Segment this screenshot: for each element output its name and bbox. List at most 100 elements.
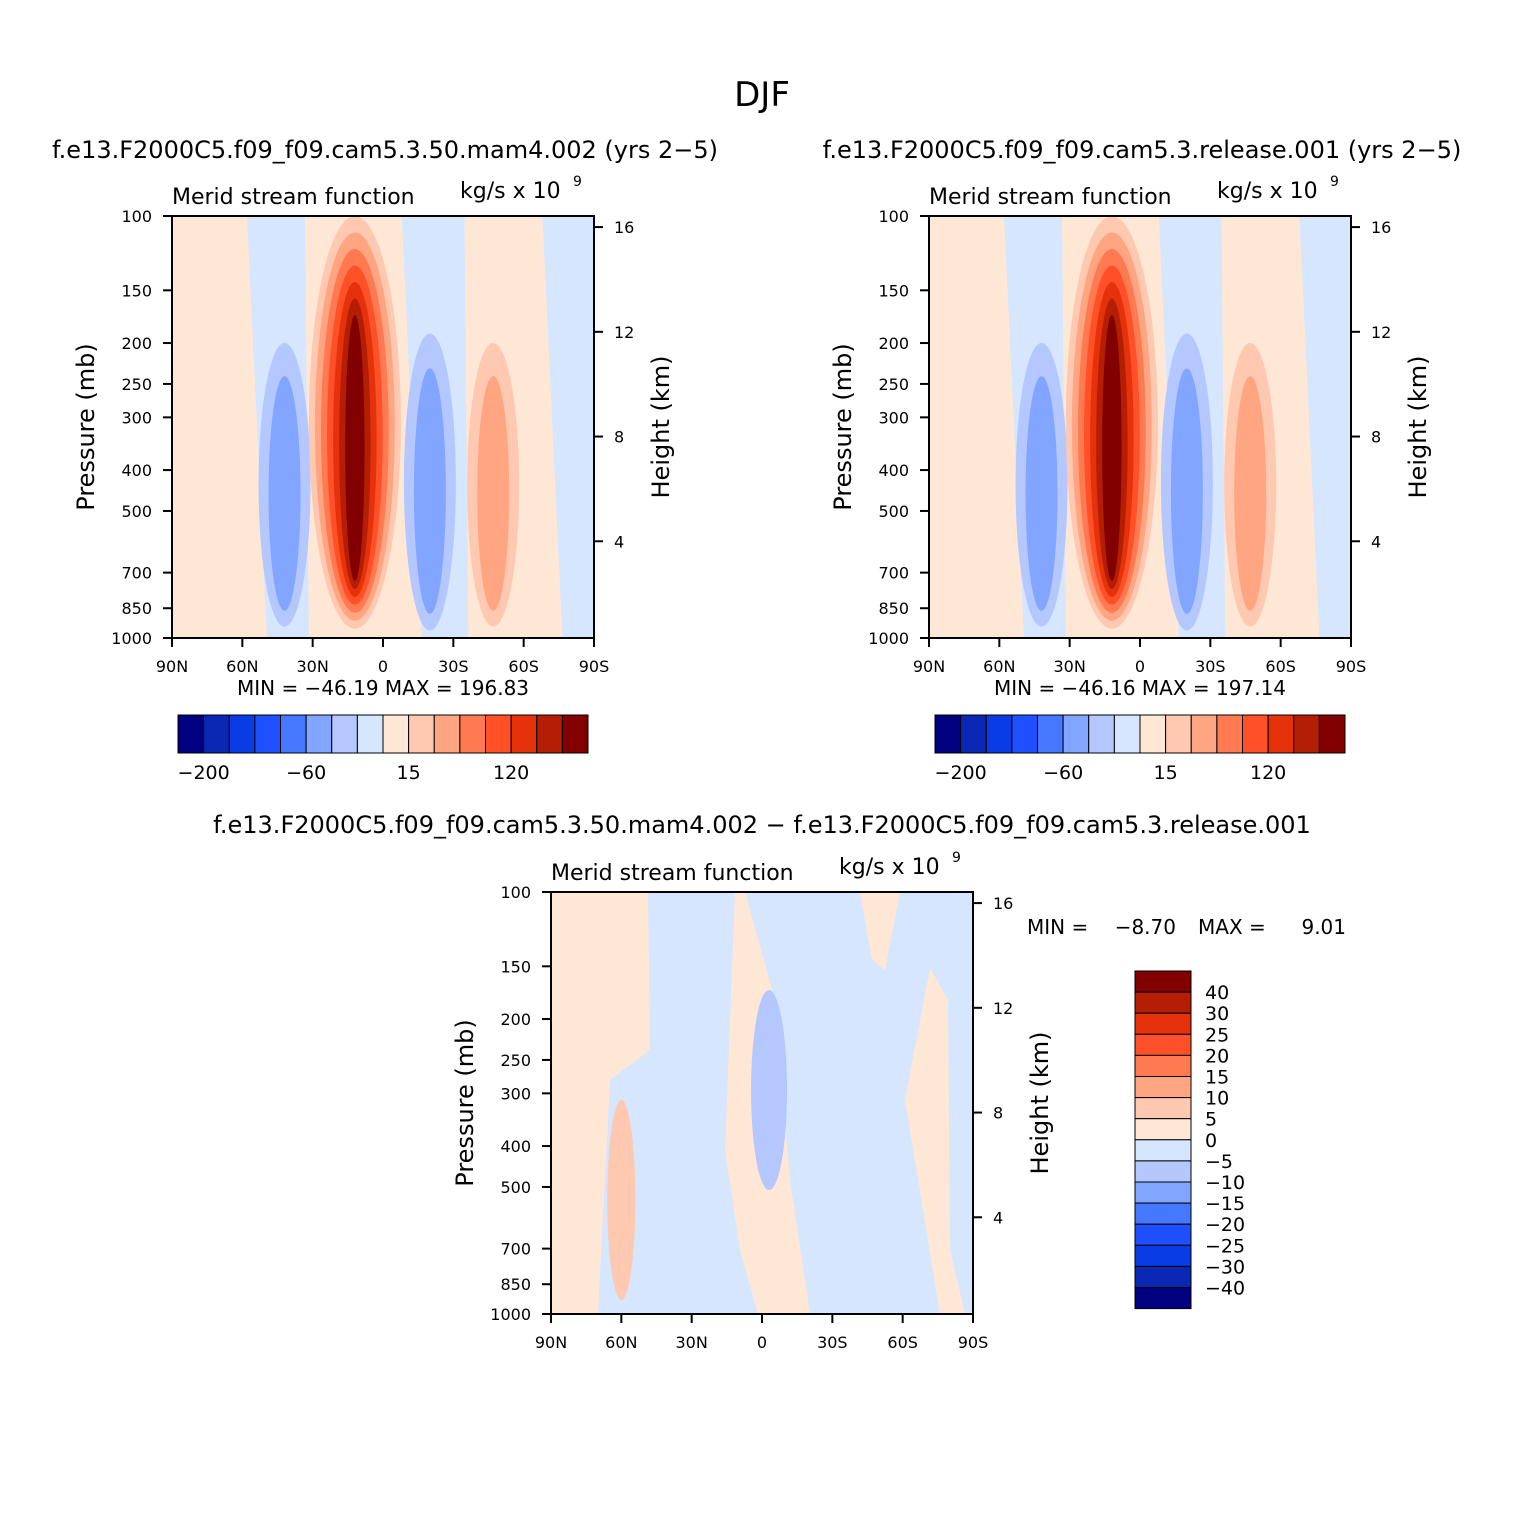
colorbar-swatch [1190, 714, 1218, 754]
colorbar-label: −200 [935, 762, 987, 784]
colorbar-swatch [1134, 1181, 1192, 1204]
y-tick-label: 500 [878, 502, 909, 521]
y-tick-label: 150 [500, 957, 531, 976]
x-tick-label: 60S [1265, 657, 1296, 676]
colorbar-swatch [1134, 1097, 1192, 1120]
y-tick-label: 200 [500, 1010, 531, 1029]
y-tick-label: 150 [121, 281, 152, 300]
colorbar-label: 15 [1154, 762, 1178, 784]
colorbar-label: 30 [1205, 1003, 1229, 1025]
y2-tick-label: 8 [614, 428, 624, 447]
colorbar-label: −5 [1205, 1151, 1233, 1173]
colorbar-swatch [485, 714, 512, 754]
y-tick-label: 1000 [111, 629, 152, 648]
max-value: 9.01 [1301, 915, 1346, 939]
colorbar-swatch [459, 714, 486, 754]
x-tick-label: 60N [226, 657, 258, 676]
colorbar-swatch [408, 714, 435, 754]
colorbar-swatch [1134, 1223, 1192, 1246]
colorbar-label: −20 [1205, 1214, 1245, 1236]
x-tick-label: 90S [1336, 657, 1367, 676]
contour-2-level-1 [1170, 368, 1203, 614]
contour-1-level-6 [345, 314, 365, 581]
band-weak-negative-sp [542, 216, 594, 638]
panel-title: f.e13.F2000C5.f09_f09.cam5.3.release.001… [823, 136, 1462, 164]
colorbar-swatch [1134, 1033, 1192, 1056]
x-tick-label: 30N [676, 1333, 708, 1352]
y-tick-label: 300 [878, 408, 909, 427]
y-axis-label: Pressure (mb) [451, 1019, 479, 1186]
contour-2-level-1 [413, 368, 446, 614]
colorbar-swatch [1139, 714, 1167, 754]
colorbar-swatch [1293, 714, 1320, 754]
colorbar-swatch [1165, 714, 1192, 754]
y2-tick-label: 12 [614, 323, 634, 342]
panel-release-run: f.e13.F2000C5.f09_f09.cam5.3.release.001… [823, 136, 1462, 784]
colorbar-label: 20 [1205, 1045, 1229, 1067]
min-value: −8.70 [1115, 915, 1176, 939]
y-tick-label: 100 [878, 207, 909, 226]
colorbar-swatch [510, 714, 538, 754]
y-tick-label: 100 [121, 207, 152, 226]
y2-tick-label: 4 [1371, 532, 1381, 551]
y-tick-label: 100 [500, 883, 531, 902]
colorbar-label: 0 [1205, 1130, 1217, 1152]
units-exponent: 9 [952, 850, 961, 866]
panel-subtitle: Merid stream function [551, 861, 794, 886]
x-tick-label: 60S [887, 1333, 918, 1352]
x-tick-label: 0 [378, 657, 388, 676]
x-tick-label: 90N [535, 1333, 567, 1352]
colorbar-swatch [203, 714, 230, 754]
colorbar-swatch [1134, 1265, 1192, 1289]
y-tick-label: 500 [121, 502, 152, 521]
colorbar-swatch [331, 714, 358, 754]
max-label: MAX = [1198, 915, 1266, 939]
colorbar-swatch [1134, 1054, 1192, 1078]
y-tick-label: 300 [121, 408, 152, 427]
anomaly-positive-eq [685, 892, 810, 1314]
anomaly-positive-sh-upper [860, 892, 900, 970]
colorbar-swatch [985, 714, 1013, 754]
colorbar-swatch [1134, 1012, 1192, 1035]
anomaly-edge [551, 892, 561, 1052]
colorbar-swatch [934, 714, 962, 754]
colorbar-swatch [1318, 714, 1346, 754]
x-tick-label: 90N [156, 657, 188, 676]
y-tick-label: 850 [500, 1275, 531, 1294]
colorbar-swatch [1134, 1287, 1192, 1310]
x-tick-label: 90N [913, 657, 945, 676]
band-weak-negative-sp [1299, 216, 1351, 638]
y2-tick-label: 16 [1371, 218, 1391, 237]
x-tick-label: 30N [297, 657, 329, 676]
colorbar-swatch [280, 714, 307, 754]
panel-title: f.e13.F2000C5.f09_f09.cam5.3.50.mam4.002… [52, 136, 718, 164]
x-tick-label: 30N [1054, 657, 1086, 676]
x-tick-label: 90S [579, 657, 610, 676]
colorbar-swatch [254, 714, 281, 754]
colorbar-label: −200 [178, 762, 230, 784]
x-tick-label: 30S [1195, 657, 1226, 676]
colorbar-swatch [1134, 1139, 1192, 1162]
colorbar-swatch [1113, 714, 1141, 754]
contour-1-level-6 [1102, 314, 1122, 581]
units-label: kg/s x 10 [1217, 179, 1318, 204]
y-tick-label: 400 [500, 1137, 531, 1156]
colorbar-swatch [1037, 714, 1064, 754]
colorbar-swatch [960, 714, 987, 754]
y-tick-label: 400 [878, 461, 909, 480]
colorbar-swatch [536, 714, 563, 754]
y2-tick-label: 8 [1371, 428, 1381, 447]
y-tick-label: 250 [500, 1051, 531, 1070]
colorbar-label: 25 [1205, 1024, 1229, 1046]
y2-tick-label: 16 [614, 218, 634, 237]
contour-3-level-1 [1234, 376, 1267, 611]
panel-title: f.e13.F2000C5.f09_f09.cam5.3.50.mam4.002… [213, 811, 1311, 839]
y-tick-label: 250 [878, 375, 909, 394]
anomaly-positive-nh-upper [551, 892, 650, 1314]
colorbar-swatch [1134, 991, 1192, 1014]
panel-stats: MIN = −46.16 MAX = 197.14 [994, 676, 1286, 700]
y2-tick-label: 4 [614, 532, 624, 551]
x-tick-label: 30S [438, 657, 469, 676]
colorbar-swatch [1088, 714, 1115, 754]
